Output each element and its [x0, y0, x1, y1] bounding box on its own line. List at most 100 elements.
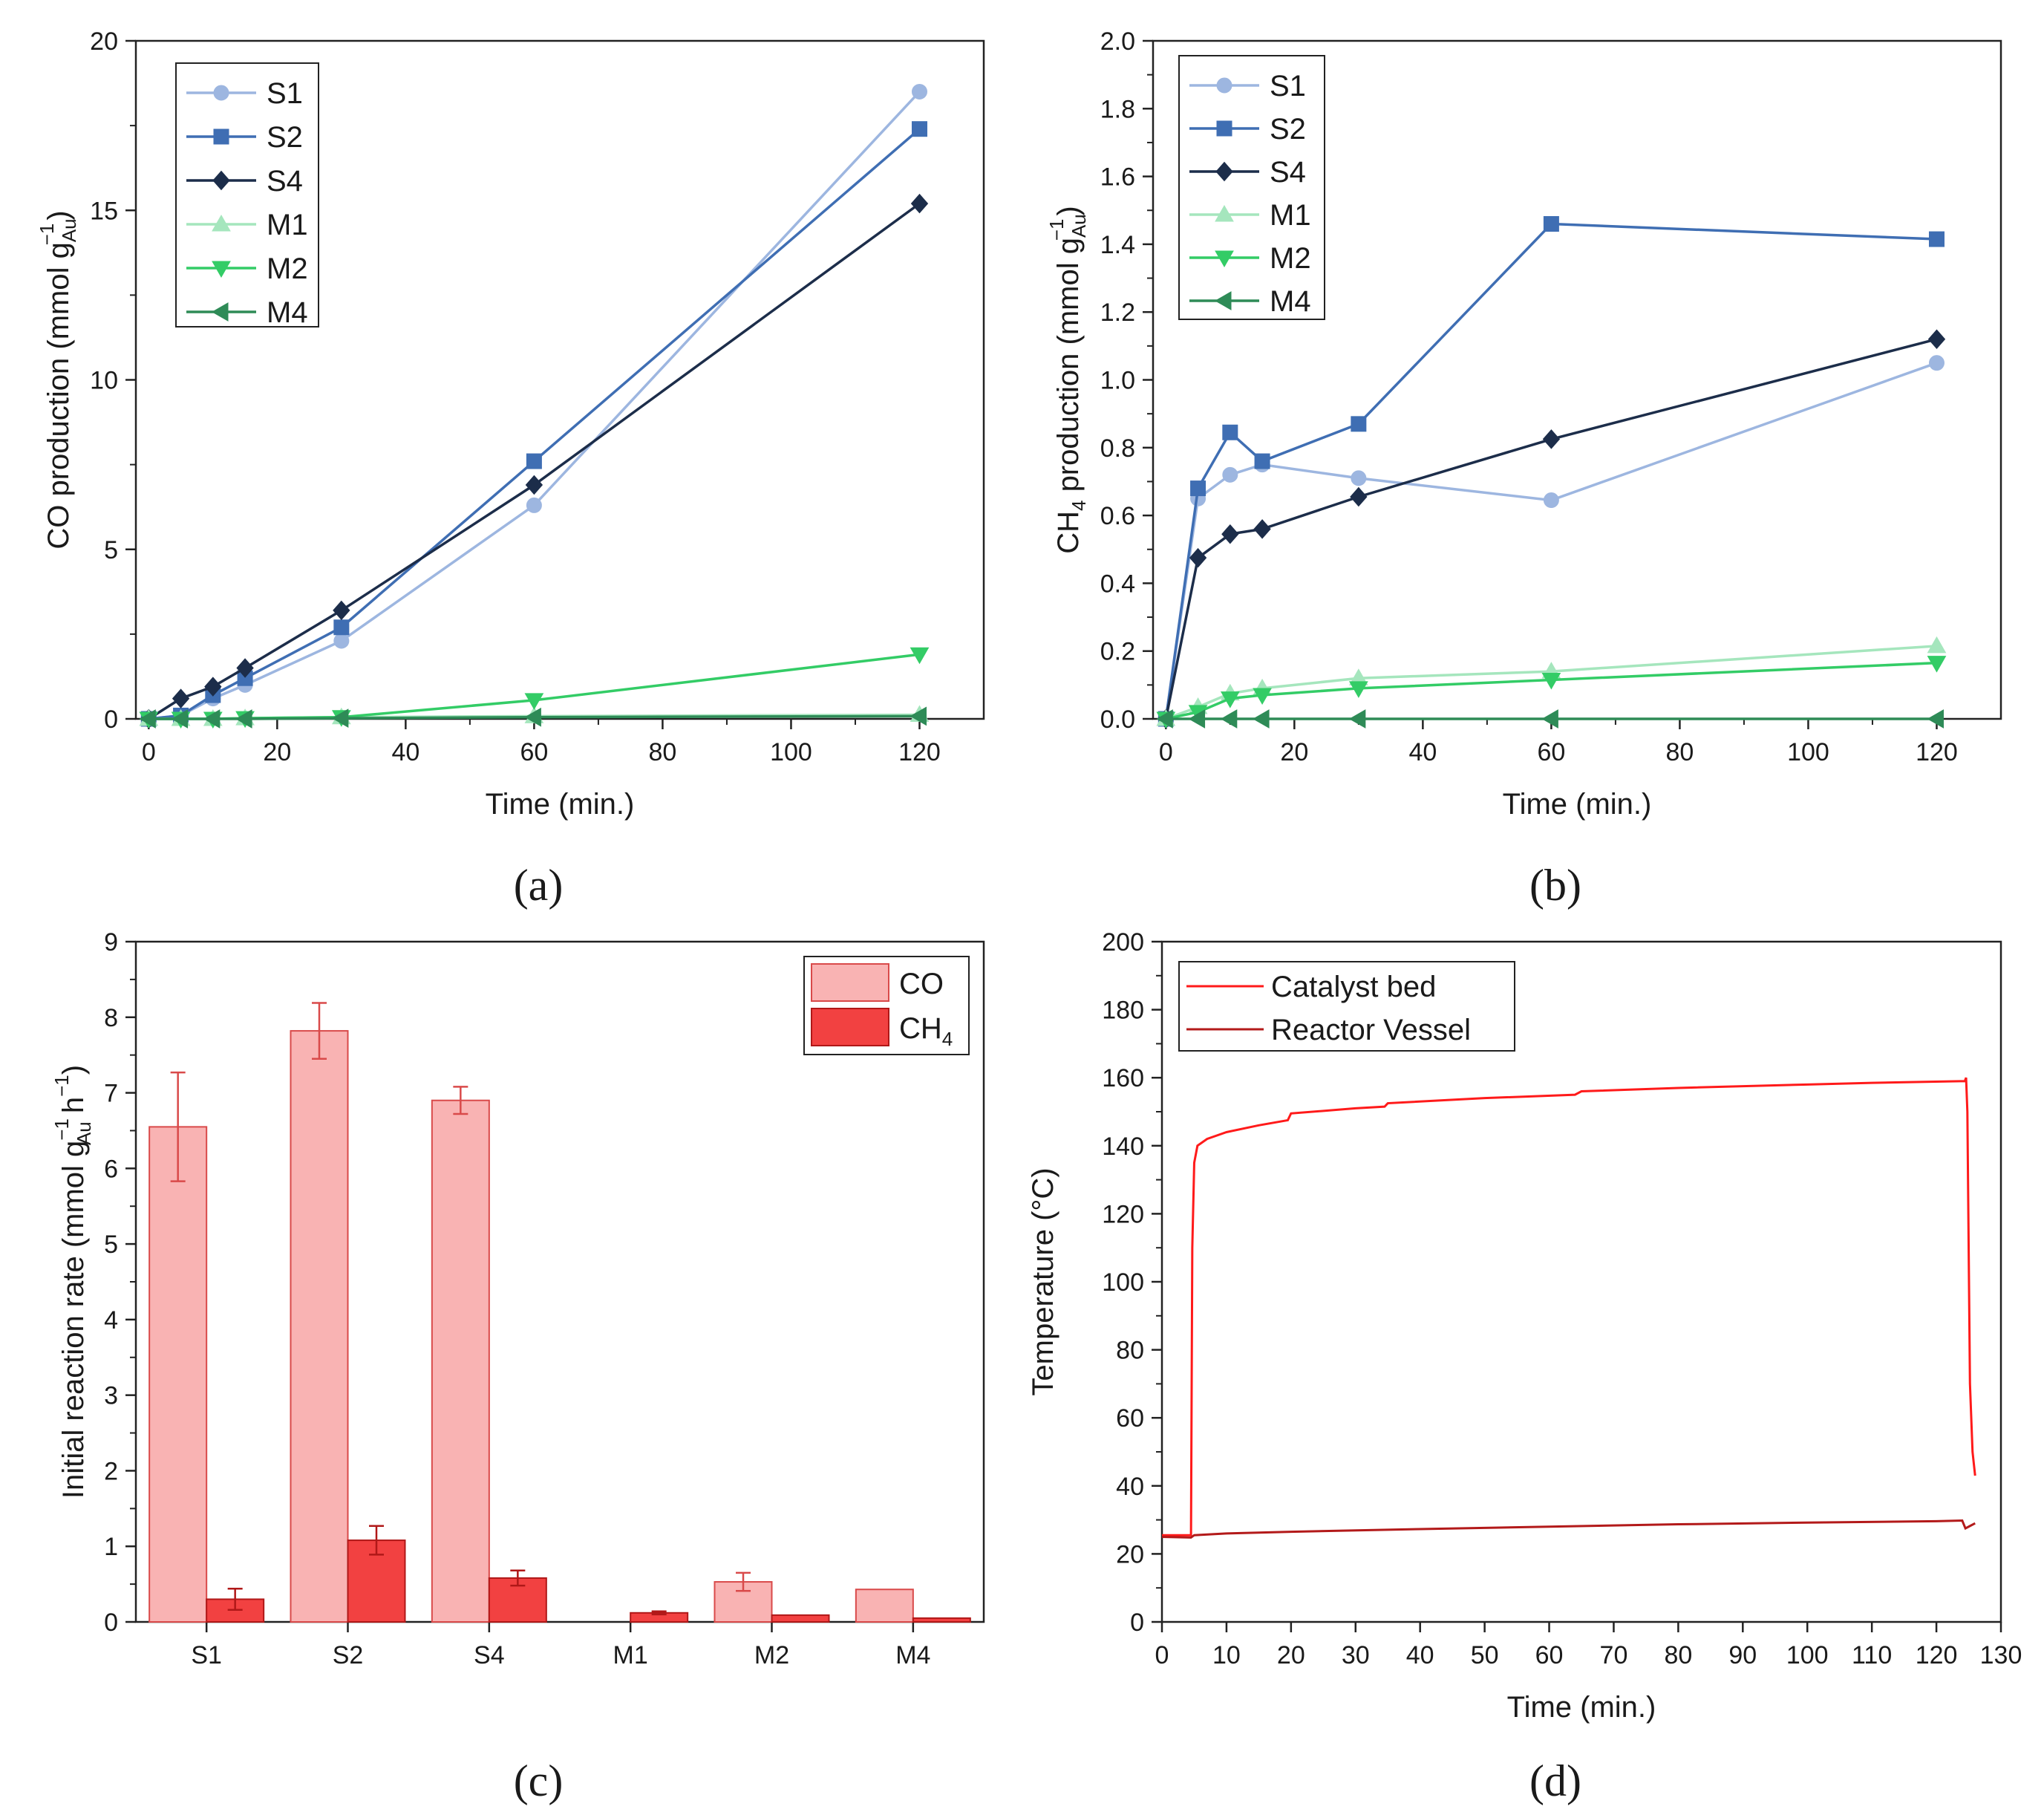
x-tick-label: 30 [1342, 1641, 1370, 1669]
data-point [333, 619, 350, 636]
y-tick-label: 15 [90, 197, 118, 225]
x-tick-label: S2 [333, 1641, 364, 1669]
legend-item: Catalyst bed [1186, 971, 1436, 1003]
y-tick-label: 7 [104, 1080, 118, 1108]
legend-marker [212, 261, 231, 278]
data-point [1927, 709, 1944, 729]
y-axis-title: Initial reaction rate (mmol g−1Au h−1) [50, 1065, 95, 1499]
x-tick-label: 100 [1786, 1641, 1829, 1669]
series-reactor-vessel [1161, 1519, 1976, 1539]
y-tick-label: 10 [90, 367, 118, 395]
legend-label-text: CO [899, 968, 944, 1000]
legend-label: M1 [1270, 199, 1311, 232]
legend-swatch [811, 963, 889, 1002]
y-axis-title-end: h [57, 1097, 90, 1121]
x-tick-label: M4 [895, 1641, 930, 1669]
panel-label: (c) [514, 1756, 564, 1805]
bar-co-m4 [855, 1588, 914, 1623]
data-point [1190, 480, 1207, 497]
y-axis-title: CH4 production (mmol gAu−1) [1045, 206, 1090, 554]
y-tick-label: 1 [104, 1533, 118, 1561]
x-tick-label: 60 [1537, 738, 1565, 766]
y-tick-label: 40 [1116, 1473, 1144, 1501]
x-tick-label: 80 [649, 738, 677, 766]
bar-ch-m4 [912, 1617, 971, 1623]
legend-marker [213, 85, 229, 101]
legend-marker [211, 302, 229, 322]
y-tick-label: 80 [1116, 1337, 1144, 1365]
legend-item: S4 [186, 165, 303, 198]
data-point [1351, 470, 1367, 486]
y-axis-title-sub: Au [73, 1121, 95, 1145]
data-point [1189, 547, 1207, 568]
series-catalyst-bed [1162, 1077, 1976, 1537]
panel-b-ch4-production: 0.0 0.2 0.4 0.6 0.8 1.0 1.2 1.4 1.6 1.8 2.0 0 20 40 60… [1045, 27, 2002, 910]
y-tick-label: 100 [1102, 1268, 1144, 1297]
x-tick-label: 100 [1787, 738, 1829, 766]
data-point [203, 709, 221, 729]
y-axis-title-text: production (mmol g [1052, 238, 1085, 500]
panel-label: (d) [1529, 1756, 1581, 1805]
y-axis-title-end: ) [1052, 206, 1085, 215]
x-tick-label: 50 [1471, 1641, 1499, 1669]
y-tick-label: 0.4 [1100, 570, 1135, 598]
y-axis-title-close: ) [57, 1065, 90, 1075]
x-tick-label: S4 [474, 1641, 505, 1669]
legend-label: M2 [267, 252, 308, 285]
legend-marker [1215, 204, 1234, 222]
y-tick-label: 200 [1102, 928, 1144, 957]
data-point [1253, 688, 1272, 706]
data-point [1254, 453, 1270, 469]
data-point [1220, 691, 1240, 708]
y-tick-label: 5 [104, 536, 118, 564]
series-s4 [140, 193, 929, 729]
x-tick-label: 0 [142, 738, 156, 766]
x-tick-label: 40 [1406, 1641, 1434, 1669]
data-point [1253, 709, 1270, 729]
y-tick-label: 0.2 [1100, 638, 1135, 666]
panel-d-temperature: 0 20 40 60 80 100 120 140 160 180 200 0 10 20 30 40 50 60… [1027, 928, 2022, 1805]
y-axis-title-text: Initial reaction rate (mmol g [57, 1141, 90, 1499]
data-point [1927, 636, 1947, 654]
legend-item: M4 [186, 296, 308, 329]
x-tick-label: 100 [770, 738, 812, 766]
data-point [910, 706, 927, 726]
x-tick-label: 70 [1600, 1641, 1628, 1669]
legend-label-text: CH [899, 1012, 942, 1045]
data-point [910, 647, 930, 665]
x-tick-label: 80 [1666, 738, 1694, 766]
legend-label: S2 [267, 121, 303, 154]
y-tick-label: 120 [1102, 1200, 1144, 1228]
legend-item: S1 [186, 77, 303, 110]
y-tick-label: 5 [104, 1231, 118, 1259]
legend-item: M2 [186, 252, 308, 285]
y-axis-title-pre: CH [1052, 511, 1085, 554]
data-point [1351, 416, 1367, 432]
legend-marker [212, 170, 230, 191]
legend-label: M4 [267, 296, 308, 329]
data-point [333, 633, 350, 649]
data-point [526, 453, 542, 469]
legend-item: M2 [1189, 242, 1311, 275]
x-tick-label: 90 [1728, 1641, 1757, 1669]
y-tick-label: 160 [1102, 1064, 1144, 1092]
data-point [1543, 216, 1559, 232]
legend-marker [1214, 291, 1232, 310]
x-axis-title: Time (min.) [1503, 788, 1652, 821]
bar-co-s1 [148, 1126, 208, 1623]
legend-item: CH4 [811, 1008, 953, 1050]
data-point [526, 497, 542, 513]
y-tick-label: 3 [104, 1382, 118, 1410]
y-tick-label: 1.4 [1100, 231, 1135, 259]
data-point [1928, 231, 1945, 247]
legend-label: CO [899, 968, 944, 1000]
bar-co-s2 [290, 1030, 349, 1623]
y-axis-title-end: ) [42, 210, 75, 220]
y-axis-title: Temperature (°C) [1027, 1167, 1059, 1395]
data-point [1541, 709, 1558, 729]
data-point [1927, 329, 1946, 349]
x-tick-label: 10 [1212, 1641, 1241, 1669]
series-m4 [1156, 709, 1944, 729]
y-tick-label: 0.6 [1100, 502, 1135, 530]
